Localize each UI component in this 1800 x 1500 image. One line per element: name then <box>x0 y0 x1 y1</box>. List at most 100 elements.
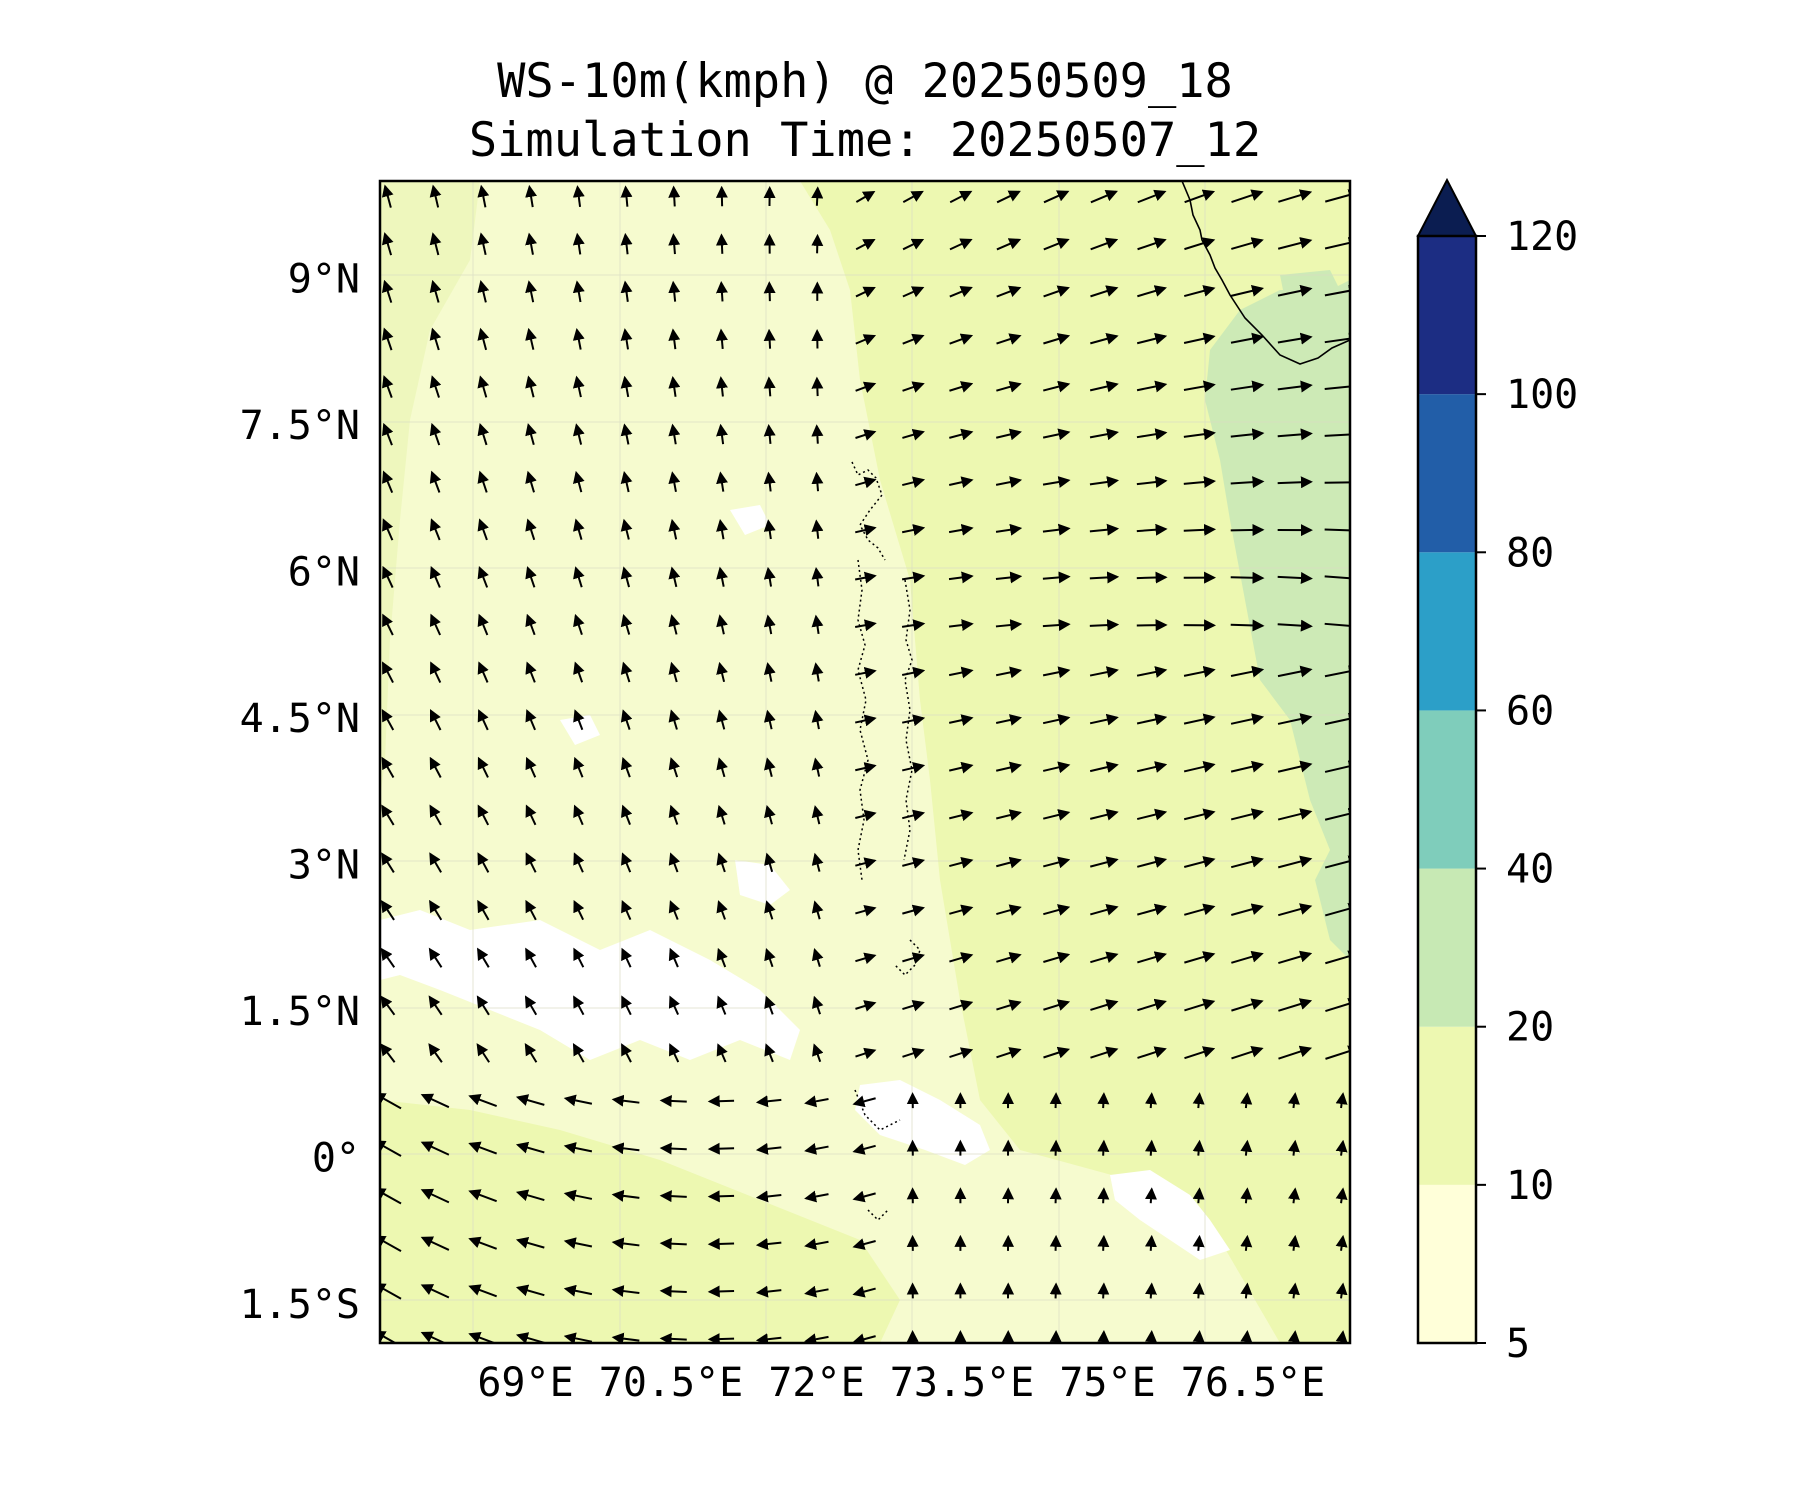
wind-vector-arrow <box>525 375 537 398</box>
wind-vector-arrow <box>1192 1187 1205 1204</box>
wind-vector-arrow <box>620 756 633 778</box>
wind-vector-arrow <box>620 518 633 540</box>
wind-vector-arrow <box>573 566 585 588</box>
wind-vector-arrow <box>659 1142 687 1155</box>
wind-vector-arrow <box>996 380 1022 393</box>
wind-vector-arrow <box>659 1094 687 1107</box>
wind-vector-arrow <box>477 327 490 351</box>
wind-vector-arrow <box>715 233 728 254</box>
wind-vector-arrow <box>1137 951 1167 964</box>
wind-vector-arrow <box>811 614 824 635</box>
wind-vector-arrow <box>477 899 490 921</box>
wind-vector-arrow <box>1277 808 1313 821</box>
wind-vector-arrow <box>995 761 1022 774</box>
wind-vector-arrow <box>380 1043 396 1063</box>
wind-vector-arrow <box>1230 665 1265 678</box>
wind-vector-arrow <box>1335 1092 1348 1109</box>
lon-tick-label: 75°E <box>1059 1360 1155 1406</box>
wind-vector-arrow <box>611 1094 640 1107</box>
lon-tick-label: 76.5°E <box>1181 1360 1326 1406</box>
wind-vector-arrow <box>1089 761 1119 774</box>
wind-vector-arrow <box>525 661 537 683</box>
wind-vector-arrow <box>563 1237 593 1250</box>
colorbar-band <box>1418 394 1476 553</box>
wind-vector-arrow <box>995 476 1023 488</box>
wind-vector-arrow <box>755 1095 782 1108</box>
calm-area-southwest <box>380 910 800 1060</box>
wind-vector-arrow <box>1277 237 1313 250</box>
wind-vector-arrow <box>668 328 681 350</box>
wind-vector-arrow <box>1183 713 1216 726</box>
wind-vector-arrow <box>1145 1092 1157 1109</box>
wind-vector-arrow <box>1136 571 1168 584</box>
wind-vector-arrow <box>716 804 728 825</box>
wind-vector-arrow <box>1335 1282 1348 1299</box>
wind-vector-arrow <box>477 375 490 398</box>
wind-vector-arrow <box>811 995 824 1015</box>
wind-vector-arrow <box>1043 380 1071 393</box>
wind-vector-arrow <box>1287 1282 1300 1299</box>
lat-tick-label: 3°N <box>288 843 360 889</box>
wind-vector-arrow <box>1324 524 1350 537</box>
wind-vector-arrow <box>477 756 489 778</box>
wind-vector-arrow <box>763 614 776 635</box>
wind-vector-arrow <box>572 1043 585 1063</box>
wind-vector-arrow <box>949 856 974 869</box>
calm-area-north <box>730 505 770 535</box>
wind-vector-arrow <box>764 757 776 777</box>
wind-vector-arrow <box>573 995 585 1016</box>
contour-10-20-west <box>380 181 480 800</box>
wind-vector-arrow <box>1324 332 1350 345</box>
wind-vector-arrow <box>515 1284 545 1297</box>
wind-vector-arrow <box>420 1093 450 1109</box>
wind-vector-arrow <box>855 809 877 822</box>
wind-vector-arrow <box>716 900 728 920</box>
wind-vector-arrow <box>1042 809 1071 821</box>
wind-vector-arrow <box>380 1330 398 1343</box>
wind-vector-arrow <box>1277 571 1313 584</box>
wind-vector-arrow <box>1325 998 1350 1013</box>
wind-vector-arrow <box>430 709 442 731</box>
wind-vector-arrow <box>811 948 824 967</box>
wind-vector-arrow <box>1097 1234 1110 1251</box>
wind-vector-arrow <box>381 184 394 208</box>
wind-vector-arrow <box>621 804 633 826</box>
wind-vector-arrow <box>1277 760 1313 773</box>
wind-vector-arrow <box>380 899 395 921</box>
wind-vector-arrow <box>573 852 585 873</box>
lat-tick-label: 1.5°N <box>240 989 360 1035</box>
lat-tick-label: 7.5°N <box>240 403 360 449</box>
wind-vector-arrow <box>1231 903 1264 916</box>
wind-vector-arrow <box>707 1237 735 1250</box>
wind-vector-arrow <box>429 852 442 873</box>
wind-vector-arrow <box>563 1142 593 1154</box>
wind-vector-arrow <box>1231 189 1264 203</box>
wind-vector-arrow <box>1090 237 1119 251</box>
wind-vector-arrow <box>707 1095 735 1108</box>
wind-vector-arrow <box>420 1141 450 1156</box>
wind-vector-arrow <box>811 186 824 206</box>
wind-vector-arrow <box>573 518 585 540</box>
wind-vector-arrow <box>1043 904 1071 916</box>
wind-vector-arrow <box>1287 1234 1300 1251</box>
wind-vectors <box>380 184 1350 1343</box>
wind-vector-arrow <box>811 376 824 397</box>
wind-vector-arrow <box>763 376 776 397</box>
wind-vector-arrow <box>1137 189 1167 204</box>
wind-vector-arrow <box>763 709 776 730</box>
wind-vector-arrow <box>902 761 926 774</box>
wind-vector-arrow <box>380 1140 402 1157</box>
wind-vector-arrow <box>902 904 925 917</box>
wind-vector-arrow <box>715 328 728 350</box>
wind-vector-arrow <box>573 661 585 683</box>
wind-vector-arrow <box>1090 285 1119 298</box>
wind-vector-arrow <box>855 1000 877 1012</box>
wind-vector-arrow <box>659 1285 687 1298</box>
wind-vector-arrow <box>1097 1187 1110 1204</box>
wind-vector-arrow <box>1230 380 1265 393</box>
wind-vector-arrow <box>1324 855 1350 869</box>
wind-vector-arrow <box>1240 1187 1253 1204</box>
wind-vector-arrow <box>382 613 394 636</box>
wind-vector-arrow <box>429 804 442 826</box>
wind-vector-arrow <box>1230 571 1265 584</box>
